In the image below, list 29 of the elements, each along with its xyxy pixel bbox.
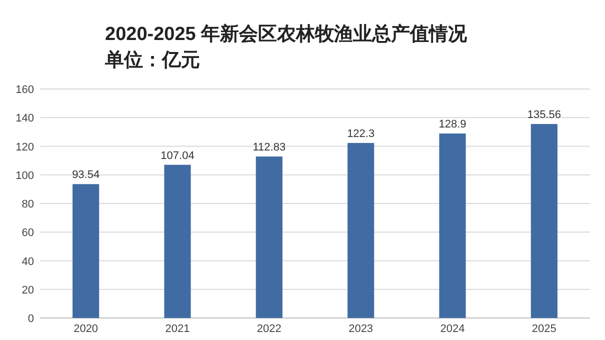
x-tick-label: 2023 [348, 323, 374, 335]
x-tick-label: 2022 [256, 323, 282, 335]
y-tick-label: 20 [22, 284, 34, 296]
y-tick-label: 140 [16, 112, 34, 125]
chart-subtitle: 单位：亿元 [104, 49, 200, 71]
bar [439, 134, 466, 318]
y-tick-label: 160 [16, 84, 34, 96]
data-label: 112.83 [252, 142, 286, 154]
y-tick-label: 60 [22, 227, 34, 240]
x-tick-label: 2025 [532, 323, 556, 335]
data-label: 135.56 [527, 108, 561, 121]
bar [164, 164, 191, 318]
y-tick-label: 0 [28, 313, 34, 325]
data-label: 93.54 [72, 169, 100, 182]
y-tick-label: 80 [22, 198, 34, 210]
x-tick-label: 2024 [440, 323, 465, 335]
bar [530, 124, 558, 318]
y-tick-label: 100 [16, 170, 34, 182]
data-label: 107.04 [160, 150, 194, 162]
data-label: 122.3 [347, 128, 375, 140]
bar [72, 184, 100, 318]
y-tick-label: 40 [22, 256, 34, 268]
y-tick-label: 120 [16, 141, 34, 154]
data-label: 128.9 [438, 118, 466, 131]
chart-title: 2020-2025 年新会区农林牧渔业总产值情况 [105, 23, 468, 45]
x-tick-label: 2021 [165, 323, 190, 335]
bar [256, 156, 282, 318]
x-tick-label: 2020 [74, 323, 98, 335]
bar [348, 142, 374, 318]
